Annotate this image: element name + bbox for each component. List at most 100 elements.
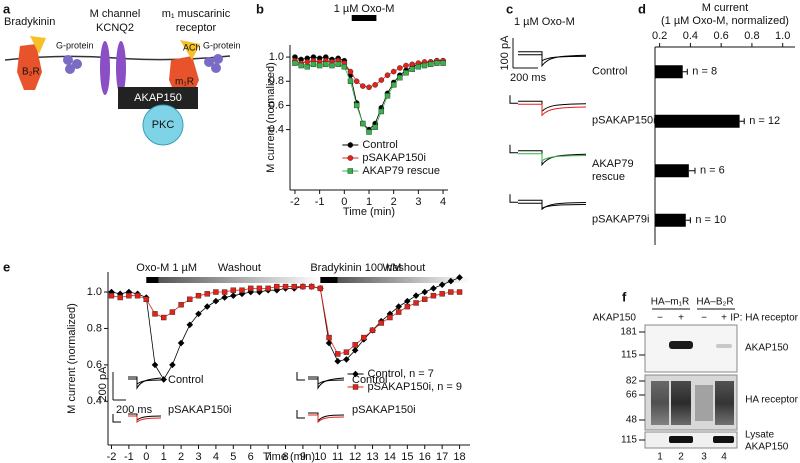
data-point <box>326 334 332 341</box>
data-point <box>360 120 366 127</box>
legend-marker <box>347 142 354 148</box>
bar <box>655 164 689 178</box>
bar <box>655 213 686 227</box>
diagram-label: Bradykinin <box>4 16 55 28</box>
x-tick-label: 13 <box>366 451 378 463</box>
blot: HA–m₁R HA–B₂R AKAP150 − + − + IP: HA rec… <box>593 297 799 463</box>
data-point <box>447 277 455 285</box>
data-point <box>317 285 324 292</box>
data-point <box>169 309 176 315</box>
band <box>651 381 669 425</box>
error-bar <box>682 68 688 75</box>
data-point <box>378 320 384 326</box>
x-tick-label: 4 <box>213 451 219 463</box>
band <box>669 436 693 443</box>
x-axis-label: (1 µM Oxo-M, normalized) <box>661 15 789 27</box>
trace <box>518 202 587 210</box>
data-point <box>195 292 202 299</box>
legend-marker <box>352 370 359 378</box>
band <box>669 341 693 349</box>
data-point <box>177 339 185 347</box>
x-tick-label: 14 <box>384 451 396 463</box>
data-point <box>195 310 202 318</box>
data-point <box>361 334 367 341</box>
band-label: AKAP150 <box>745 343 789 354</box>
mw-marker: 115 <box>621 435 637 446</box>
panel-label: c <box>506 1 513 16</box>
diagram-label: m₁ muscarinic <box>162 8 231 20</box>
y-tick-label: 1.0 <box>269 51 284 63</box>
category-label: AKAP79 rescue <box>592 157 634 183</box>
data-point <box>343 356 350 363</box>
scale-label: 200 ms <box>510 72 547 84</box>
application-label: 1 µM Oxo-M <box>334 3 395 15</box>
x-tick-label: 1 <box>366 196 372 208</box>
data-point <box>353 78 360 85</box>
data-point <box>456 289 463 295</box>
application-bar <box>320 277 338 283</box>
data-point <box>378 77 385 83</box>
x-tick-label: 0.2 <box>652 30 667 42</box>
data-point <box>300 283 306 290</box>
scale-label: 100 pA <box>499 35 511 71</box>
data-point <box>291 283 297 290</box>
data-point <box>178 302 184 308</box>
panel-label: b <box>256 1 264 16</box>
trace <box>518 51 587 68</box>
x-tick-label: -1 <box>124 451 134 463</box>
data-point <box>448 289 454 295</box>
band <box>671 381 691 425</box>
error-bar <box>685 217 691 224</box>
data-point <box>372 82 378 88</box>
data-point <box>341 64 348 70</box>
data-point <box>126 292 132 299</box>
data-point <box>204 291 210 297</box>
diagram-label: B₂R <box>22 67 40 78</box>
lane-number: 3 <box>701 452 707 463</box>
data-point <box>151 361 159 369</box>
diagram-label: receptor <box>176 22 217 34</box>
mw-marker: 48 <box>626 415 638 426</box>
y-axis-label: M current (normalized) <box>265 62 277 173</box>
scale-label: 200 pA <box>97 366 109 402</box>
category-label: pSAKAP150i <box>592 114 656 127</box>
x-tick-label: 16 <box>419 451 431 463</box>
diagram-label: m₁R <box>175 77 194 88</box>
data-point <box>160 314 167 321</box>
legend-marker <box>347 155 354 161</box>
data-point <box>248 285 254 292</box>
data-point <box>378 108 385 115</box>
data-point <box>347 78 354 84</box>
channel <box>100 41 110 95</box>
data-point <box>352 342 358 348</box>
x-tick-label: 0.6 <box>714 30 729 42</box>
data-point <box>256 288 263 296</box>
data-point <box>134 292 141 299</box>
y-tick-label: 0.4 <box>269 123 284 135</box>
sign: + <box>721 313 727 324</box>
akap-box <box>118 87 198 109</box>
data-point <box>351 347 359 354</box>
trace <box>518 103 587 117</box>
scale-bar <box>112 414 121 423</box>
washout-label: Washout <box>218 262 261 274</box>
x-tick-label: 12 <box>349 451 361 463</box>
x-tick-label: 15 <box>401 451 413 463</box>
inset-label: pSAKAP150i <box>168 404 232 416</box>
annotation: n = 6 <box>700 165 725 177</box>
ligand <box>180 40 200 60</box>
pkc <box>142 104 184 146</box>
band <box>695 385 713 421</box>
x-tick-label: 5 <box>230 451 236 463</box>
data-point <box>353 102 360 109</box>
data-point <box>369 327 376 333</box>
washout-bar <box>158 277 321 283</box>
data-point <box>347 68 354 75</box>
data-point <box>335 61 341 68</box>
data-point <box>334 357 342 365</box>
data-point <box>390 82 397 88</box>
x-tick-label: -2 <box>107 451 117 463</box>
data-point <box>265 285 271 292</box>
mw-marker: 181 <box>620 327 637 338</box>
